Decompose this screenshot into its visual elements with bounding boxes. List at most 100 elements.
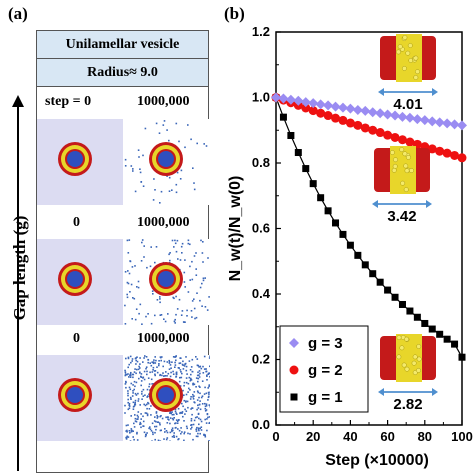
point-g3 (345, 103, 356, 114)
point-g3 (397, 111, 408, 122)
point-g1 (287, 131, 295, 139)
point-g2 (442, 148, 452, 158)
point-g2 (450, 150, 460, 160)
x-tick-label: 20 (306, 429, 320, 444)
point-g2 (353, 120, 363, 130)
inset-width-label: 3.42 (387, 208, 416, 225)
x-tick-label: 60 (380, 429, 394, 444)
y-tick-label: 0.8 (252, 155, 270, 170)
point-g1 (339, 230, 347, 238)
point-g1 (332, 219, 340, 227)
vesicle-type-header: Unilamellar vesicle (37, 31, 208, 59)
point-g2 (383, 130, 393, 140)
x-tick-label: 0 (272, 429, 279, 444)
point-g1 (391, 293, 399, 301)
point-g1 (369, 270, 377, 278)
point-g1 (294, 149, 302, 157)
x-tick-label: 100 (451, 429, 473, 444)
row3-right-label: 1000,000 (137, 331, 190, 346)
point-g3 (323, 100, 334, 111)
point-g1 (428, 325, 436, 333)
y-tick-label: 0.2 (252, 352, 270, 367)
point-g1 (309, 180, 317, 188)
point-g3 (300, 97, 311, 108)
inset-width-label: 2.82 (393, 396, 422, 413)
point-g1 (451, 340, 459, 348)
point-g3 (404, 112, 415, 123)
snapshot-g2-start (37, 239, 123, 325)
point-g2 (368, 125, 378, 135)
point-g2 (397, 135, 407, 145)
point-g1 (421, 319, 429, 327)
panel-b-label: (b) (224, 4, 245, 23)
point-g3 (337, 102, 348, 113)
y-tick-label: 1.0 (252, 90, 270, 105)
point-g3 (278, 93, 289, 104)
point-g3 (434, 117, 445, 128)
x-tick-label: 40 (343, 429, 357, 444)
point-g2 (457, 153, 467, 163)
point-g1 (317, 194, 325, 202)
point-g3 (330, 101, 341, 112)
y-tick-label: 0.6 (252, 221, 270, 236)
point-g1 (354, 251, 362, 259)
legend-label: g = 2 (308, 362, 343, 379)
gap-length-arrow (12, 95, 24, 471)
row1-right-label: 1000,000 (137, 94, 190, 109)
point-g3 (419, 115, 430, 126)
point-g3 (427, 116, 438, 127)
point-g3 (271, 92, 281, 103)
point-g1 (302, 165, 310, 173)
point-g1 (443, 335, 451, 343)
inset-width-label: 4.01 (393, 96, 422, 113)
point-g3 (308, 98, 319, 109)
point-g2 (427, 144, 437, 154)
point-g2 (316, 108, 326, 118)
snapshot-g3-start (37, 119, 123, 205)
point-g2 (331, 113, 341, 123)
point-g2 (405, 137, 415, 147)
point-g2 (338, 115, 348, 125)
point-g2 (390, 132, 400, 142)
point-g3 (315, 99, 326, 110)
point-g3 (382, 109, 393, 120)
point-g1 (384, 286, 392, 294)
point-g3 (457, 120, 467, 131)
legend-marker (289, 365, 299, 375)
snapshot-g1-end (124, 355, 210, 441)
point-g3 (293, 95, 304, 106)
point-g2 (301, 103, 311, 113)
point-g1 (406, 307, 414, 315)
membrane-inset: 2.82 (378, 334, 438, 413)
point-g3 (367, 107, 378, 118)
membrane-inset: 4.01 (378, 34, 438, 113)
row2-right-label: 1000,000 (137, 215, 190, 230)
radius-header: Radius≈ 9.0 (37, 59, 208, 87)
point-g1 (324, 207, 332, 215)
point-g2 (375, 128, 385, 138)
row1-left-label: step = 0 (45, 94, 92, 109)
legend-label: g = 3 (308, 335, 343, 352)
y-tick-label: 1.2 (252, 24, 270, 39)
row2-left-label: 0 (73, 215, 80, 230)
membrane-inset: 3.42 (372, 146, 432, 225)
legend: g = 3 g = 2 g = 1 (279, 325, 369, 413)
y-axis-label: N_w(t)/N_w(0) (227, 176, 244, 282)
point-g3 (375, 108, 386, 119)
point-g1 (458, 353, 466, 361)
decay-chart: 0.0 0.2 0.4 0.6 0.8 1.0 1.2 0 20 40 60 80 100 Step (×… (227, 24, 473, 469)
y-tick-label: 0.4 (252, 286, 271, 301)
legend-marker (289, 338, 299, 348)
x-tick-label: 80 (418, 429, 432, 444)
point-g2 (360, 123, 370, 133)
point-g1 (361, 261, 369, 269)
x-axis-label: Step (×10000) (325, 452, 429, 469)
point-g3 (449, 119, 460, 130)
panel-a-label: (a) (8, 4, 28, 23)
point-g2 (323, 111, 333, 121)
point-g3 (390, 110, 401, 121)
point-g3 (412, 114, 423, 125)
point-g2 (435, 146, 445, 156)
point-g1 (398, 300, 406, 308)
point-g3 (352, 104, 363, 115)
